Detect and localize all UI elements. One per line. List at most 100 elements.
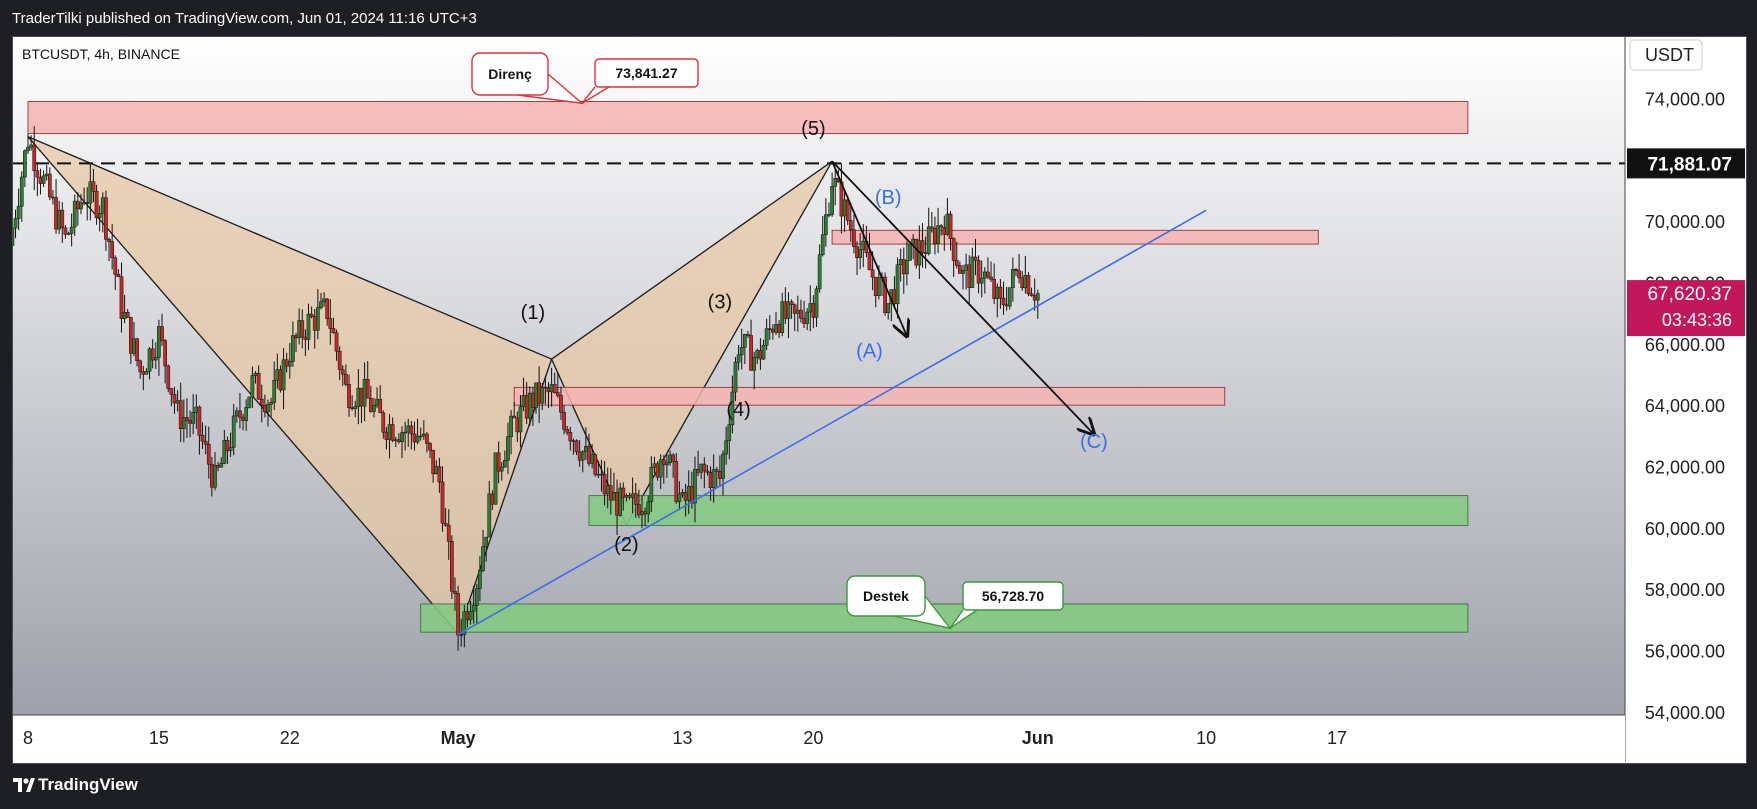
callout-box [471, 52, 549, 96]
candle [409, 420, 414, 450]
candle [228, 432, 233, 457]
dashed-level-badge [1627, 148, 1745, 179]
candle [19, 171, 24, 222]
wave-label: (3) [708, 292, 732, 314]
date-tick-labels: 8 15 22 May 13 20 Jun 10 17 [23, 728, 1347, 748]
dashed-level-label: 71,881.07 [1647, 154, 1732, 175]
time-axis[interactable] [13, 715, 1625, 762]
candle [300, 309, 305, 349]
candle [206, 426, 211, 479]
candle [306, 303, 311, 351]
price-tick: 74,000.00 [1645, 89, 1725, 109]
price-badges: 71,881.07 67,620.37 03:43:36 [1627, 148, 1745, 337]
candle [752, 351, 757, 390]
candle [976, 255, 981, 294]
candle [325, 297, 330, 326]
callout-label: Destek [863, 588, 909, 604]
candle [989, 261, 993, 283]
candle [736, 345, 741, 371]
candle [47, 167, 52, 201]
candle [970, 247, 975, 288]
candle [484, 536, 488, 562]
candle [365, 361, 370, 399]
candle [471, 585, 476, 624]
candle [278, 365, 283, 393]
candle [721, 450, 725, 496]
candle [499, 462, 504, 481]
date-tick: 13 [672, 728, 692, 748]
candle [705, 465, 710, 476]
candle [110, 224, 115, 270]
candle [456, 585, 460, 651]
candle [63, 225, 68, 239]
candle [225, 436, 230, 464]
candle [493, 452, 498, 505]
support-zone [420, 603, 1469, 633]
candle [562, 405, 566, 435]
candle [905, 241, 909, 286]
date-tick: 17 [1327, 728, 1347, 748]
uptrend-line [457, 209, 1207, 636]
candle [727, 409, 732, 460]
candle [693, 456, 697, 523]
candle [247, 396, 252, 409]
candle [733, 357, 738, 401]
candle [555, 372, 560, 398]
resistance-zone [513, 386, 1226, 406]
candle [191, 394, 196, 435]
candles [13, 126, 1040, 651]
price-tick: 60,000.00 [1645, 519, 1725, 539]
candle [674, 452, 679, 504]
candle [714, 467, 719, 489]
pattern-edge [27, 136, 552, 360]
candle [244, 399, 249, 431]
publish-header: TraderTilki published on TradingView.com… [0, 0, 1757, 36]
candle [450, 535, 454, 599]
candle [400, 426, 404, 459]
candle [125, 308, 130, 319]
currency-badge[interactable] [1629, 39, 1703, 71]
footer-bar [0, 762, 1757, 809]
candle [512, 402, 517, 419]
candle [178, 382, 183, 442]
pattern-edge [551, 160, 833, 360]
candle [88, 163, 93, 221]
plot-area: (1) (2) (3) (4) (5) (A) (B) (C) [13, 101, 1625, 651]
candle [415, 418, 420, 445]
candle [316, 289, 320, 340]
candle [724, 426, 728, 465]
candle [144, 368, 149, 375]
candle [661, 455, 666, 484]
candle [60, 202, 65, 243]
candle [166, 364, 171, 393]
date-tick: 15 [149, 728, 169, 748]
candle [820, 215, 825, 257]
candle [347, 374, 351, 417]
date-tick: May [441, 728, 476, 748]
candle [574, 439, 579, 456]
candle [69, 213, 74, 247]
candle [858, 233, 862, 270]
candle [568, 426, 573, 451]
wave-label: (1) [521, 302, 545, 324]
candle [792, 303, 797, 332]
candle [91, 168, 96, 203]
candle [328, 299, 333, 345]
candle [506, 422, 510, 475]
candle [256, 365, 261, 400]
candle [1011, 257, 1015, 302]
candle [671, 453, 675, 478]
wave-label: (B) [875, 187, 902, 209]
projection-arrow [831, 160, 907, 336]
candle [633, 483, 638, 518]
candle [269, 397, 273, 417]
candle [443, 507, 448, 527]
candle [119, 262, 124, 333]
current-price-badge [1627, 280, 1745, 337]
candle [331, 317, 336, 334]
candle [593, 453, 598, 477]
candle [238, 393, 242, 429]
candle [702, 457, 707, 489]
candle [437, 457, 442, 493]
